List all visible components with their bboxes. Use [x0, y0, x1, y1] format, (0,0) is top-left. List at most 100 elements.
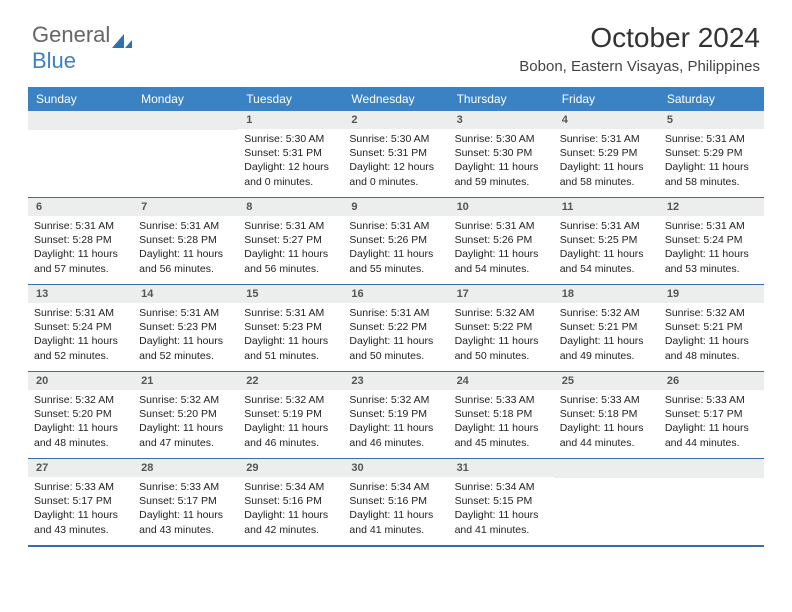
day-cell: 7Sunrise: 5:31 AMSunset: 5:28 PMDaylight…	[133, 198, 238, 284]
logo-word2: Blue	[32, 48, 76, 73]
day-body: Sunrise: 5:33 AMSunset: 5:18 PMDaylight:…	[449, 390, 554, 455]
day-number: 2	[343, 111, 448, 129]
day-cell: 14Sunrise: 5:31 AMSunset: 5:23 PMDayligh…	[133, 285, 238, 371]
day-number: 20	[28, 372, 133, 390]
day-number: 26	[659, 372, 764, 390]
empty-day-header	[554, 459, 659, 478]
empty-day-header	[28, 111, 133, 130]
day-number: 9	[343, 198, 448, 216]
weekday-header: Tuesday	[238, 87, 343, 111]
day-number: 12	[659, 198, 764, 216]
day-number: 4	[554, 111, 659, 129]
day-number: 21	[133, 372, 238, 390]
day-body: Sunrise: 5:31 AMSunset: 5:28 PMDaylight:…	[133, 216, 238, 281]
day-number: 19	[659, 285, 764, 303]
day-number: 14	[133, 285, 238, 303]
day-cell	[28, 111, 133, 197]
day-body: Sunrise: 5:31 AMSunset: 5:26 PMDaylight:…	[449, 216, 554, 281]
day-body: Sunrise: 5:31 AMSunset: 5:25 PMDaylight:…	[554, 216, 659, 281]
weekday-header: Saturday	[659, 87, 764, 111]
day-number: 8	[238, 198, 343, 216]
day-cell: 5Sunrise: 5:31 AMSunset: 5:29 PMDaylight…	[659, 111, 764, 197]
day-number: 5	[659, 111, 764, 129]
day-body: Sunrise: 5:33 AMSunset: 5:18 PMDaylight:…	[554, 390, 659, 455]
day-number: 1	[238, 111, 343, 129]
day-cell: 24Sunrise: 5:33 AMSunset: 5:18 PMDayligh…	[449, 372, 554, 458]
day-body: Sunrise: 5:32 AMSunset: 5:19 PMDaylight:…	[238, 390, 343, 455]
day-body: Sunrise: 5:31 AMSunset: 5:23 PMDaylight:…	[238, 303, 343, 368]
day-number: 10	[449, 198, 554, 216]
day-number: 22	[238, 372, 343, 390]
day-cell: 31Sunrise: 5:34 AMSunset: 5:15 PMDayligh…	[449, 459, 554, 545]
day-cell: 4Sunrise: 5:31 AMSunset: 5:29 PMDaylight…	[554, 111, 659, 197]
day-cell: 21Sunrise: 5:32 AMSunset: 5:20 PMDayligh…	[133, 372, 238, 458]
day-body: Sunrise: 5:31 AMSunset: 5:28 PMDaylight:…	[28, 216, 133, 281]
day-body: Sunrise: 5:32 AMSunset: 5:21 PMDaylight:…	[554, 303, 659, 368]
day-cell	[133, 111, 238, 197]
day-number: 27	[28, 459, 133, 477]
weekday-header: Monday	[133, 87, 238, 111]
day-cell: 23Sunrise: 5:32 AMSunset: 5:19 PMDayligh…	[343, 372, 448, 458]
day-number: 23	[343, 372, 448, 390]
month-title: October 2024	[519, 22, 760, 54]
day-cell: 20Sunrise: 5:32 AMSunset: 5:20 PMDayligh…	[28, 372, 133, 458]
day-number: 13	[28, 285, 133, 303]
empty-day-header	[133, 111, 238, 130]
day-cell: 9Sunrise: 5:31 AMSunset: 5:26 PMDaylight…	[343, 198, 448, 284]
day-cell	[554, 459, 659, 545]
day-body: Sunrise: 5:31 AMSunset: 5:23 PMDaylight:…	[133, 303, 238, 368]
day-number: 29	[238, 459, 343, 477]
day-cell: 29Sunrise: 5:34 AMSunset: 5:16 PMDayligh…	[238, 459, 343, 545]
title-block: October 2024 Bobon, Eastern Visayas, Phi…	[519, 22, 760, 75]
day-cell: 15Sunrise: 5:31 AMSunset: 5:23 PMDayligh…	[238, 285, 343, 371]
week-row: 20Sunrise: 5:32 AMSunset: 5:20 PMDayligh…	[28, 372, 764, 459]
day-body: Sunrise: 5:30 AMSunset: 5:31 PMDaylight:…	[238, 129, 343, 194]
day-body: Sunrise: 5:34 AMSunset: 5:16 PMDaylight:…	[238, 477, 343, 542]
day-body: Sunrise: 5:30 AMSunset: 5:31 PMDaylight:…	[343, 129, 448, 194]
day-body: Sunrise: 5:34 AMSunset: 5:15 PMDaylight:…	[449, 477, 554, 542]
calendar-body: 1Sunrise: 5:30 AMSunset: 5:31 PMDaylight…	[28, 111, 764, 547]
day-body: Sunrise: 5:33 AMSunset: 5:17 PMDaylight:…	[28, 477, 133, 542]
day-body: Sunrise: 5:34 AMSunset: 5:16 PMDaylight:…	[343, 477, 448, 542]
day-number: 16	[343, 285, 448, 303]
day-body: Sunrise: 5:31 AMSunset: 5:24 PMDaylight:…	[28, 303, 133, 368]
weekday-header: Sunday	[28, 87, 133, 111]
logo: General	[32, 22, 132, 48]
day-cell: 11Sunrise: 5:31 AMSunset: 5:25 PMDayligh…	[554, 198, 659, 284]
day-cell: 6Sunrise: 5:31 AMSunset: 5:28 PMDaylight…	[28, 198, 133, 284]
day-body: Sunrise: 5:33 AMSunset: 5:17 PMDaylight:…	[133, 477, 238, 542]
day-body: Sunrise: 5:33 AMSunset: 5:17 PMDaylight:…	[659, 390, 764, 455]
weekday-header-row: SundayMondayTuesdayWednesdayThursdayFrid…	[28, 87, 764, 111]
week-row: 27Sunrise: 5:33 AMSunset: 5:17 PMDayligh…	[28, 459, 764, 547]
day-number: 18	[554, 285, 659, 303]
weekday-header: Thursday	[449, 87, 554, 111]
day-body: Sunrise: 5:31 AMSunset: 5:26 PMDaylight:…	[343, 216, 448, 281]
day-cell: 2Sunrise: 5:30 AMSunset: 5:31 PMDaylight…	[343, 111, 448, 197]
location-subtitle: Bobon, Eastern Visayas, Philippines	[519, 58, 760, 75]
day-number: 31	[449, 459, 554, 477]
day-cell: 25Sunrise: 5:33 AMSunset: 5:18 PMDayligh…	[554, 372, 659, 458]
day-cell: 30Sunrise: 5:34 AMSunset: 5:16 PMDayligh…	[343, 459, 448, 545]
day-body: Sunrise: 5:32 AMSunset: 5:19 PMDaylight:…	[343, 390, 448, 455]
week-row: 1Sunrise: 5:30 AMSunset: 5:31 PMDaylight…	[28, 111, 764, 198]
day-number: 7	[133, 198, 238, 216]
day-body: Sunrise: 5:31 AMSunset: 5:24 PMDaylight:…	[659, 216, 764, 281]
day-cell: 22Sunrise: 5:32 AMSunset: 5:19 PMDayligh…	[238, 372, 343, 458]
day-cell: 8Sunrise: 5:31 AMSunset: 5:27 PMDaylight…	[238, 198, 343, 284]
day-cell: 18Sunrise: 5:32 AMSunset: 5:21 PMDayligh…	[554, 285, 659, 371]
logo-line2: Blue	[32, 48, 76, 74]
day-number: 30	[343, 459, 448, 477]
day-cell: 1Sunrise: 5:30 AMSunset: 5:31 PMDaylight…	[238, 111, 343, 197]
day-number: 3	[449, 111, 554, 129]
day-cell: 28Sunrise: 5:33 AMSunset: 5:17 PMDayligh…	[133, 459, 238, 545]
day-number: 6	[28, 198, 133, 216]
day-cell: 27Sunrise: 5:33 AMSunset: 5:17 PMDayligh…	[28, 459, 133, 545]
day-body: Sunrise: 5:31 AMSunset: 5:29 PMDaylight:…	[659, 129, 764, 194]
day-body: Sunrise: 5:31 AMSunset: 5:22 PMDaylight:…	[343, 303, 448, 368]
week-row: 6Sunrise: 5:31 AMSunset: 5:28 PMDaylight…	[28, 198, 764, 285]
day-number: 24	[449, 372, 554, 390]
week-row: 13Sunrise: 5:31 AMSunset: 5:24 PMDayligh…	[28, 285, 764, 372]
day-body: Sunrise: 5:32 AMSunset: 5:20 PMDaylight:…	[133, 390, 238, 455]
day-body: Sunrise: 5:32 AMSunset: 5:22 PMDaylight:…	[449, 303, 554, 368]
weekday-header: Wednesday	[343, 87, 448, 111]
